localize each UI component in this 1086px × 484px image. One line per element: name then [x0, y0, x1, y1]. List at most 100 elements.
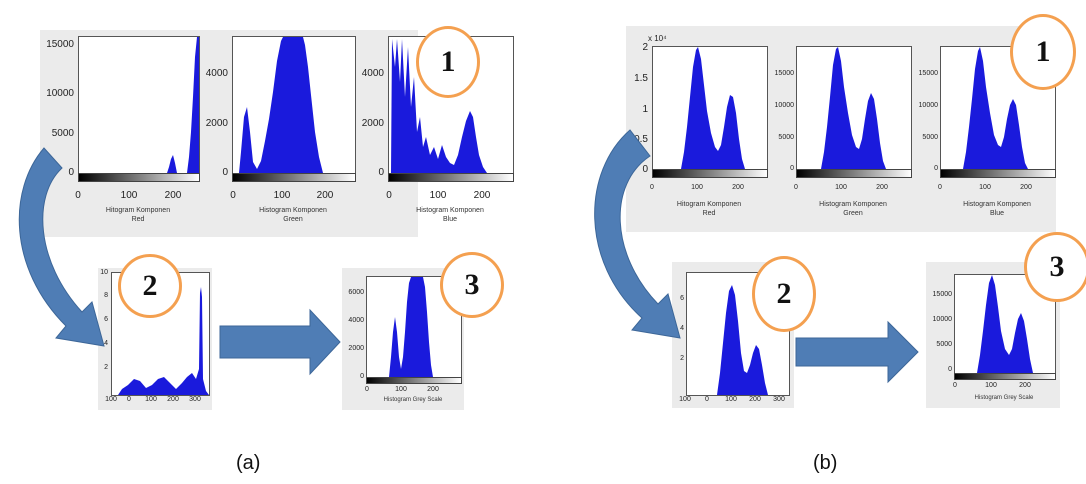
- fig-b-green-ytick: 5000: [778, 134, 794, 141]
- fig-a-step3-ytick: 4000: [348, 317, 364, 324]
- fig-a-red-caption-title: Hitogram Komponen: [105, 207, 171, 214]
- fig-a-step2-xtick: 100: [145, 396, 157, 403]
- fig-b-green-xtick: 0: [794, 184, 798, 191]
- fig-a-step2-ytick: 6: [104, 316, 108, 323]
- fig-b-step2-ytick: 2: [680, 355, 684, 362]
- fig-a-badge-2: 2: [118, 254, 182, 318]
- fig-b-green-bars: [821, 47, 886, 169]
- fig-b-blue-caption-channel: Blue: [989, 210, 1004, 217]
- fig-b-red-xtick: 0: [650, 184, 654, 191]
- fig-a-green-caption-channel: Green: [283, 216, 303, 223]
- fig-b-blue-ytick: 0: [934, 165, 938, 172]
- fig-a-badge-1: 1: [416, 26, 480, 98]
- fig-b-blue-caption: Histogram Komponen Blue: [940, 200, 1054, 218]
- fig-a-label: (a): [236, 452, 261, 474]
- fig-a-green-xtick: 0: [230, 190, 236, 201]
- fig-a-red-grey-bar: [78, 173, 200, 182]
- fig-b-red-histogram: [652, 46, 768, 170]
- fig-b-green-grey-bar: [796, 169, 912, 178]
- fig-b-step2-ytick: 6: [680, 295, 684, 302]
- fig-b-right-arrow: [795, 320, 919, 384]
- fig-b-blue-xtick: 0: [938, 184, 942, 191]
- fig-a-green-xtick: 100: [273, 190, 291, 201]
- fig-b-step3-ytick: 5000: [936, 341, 952, 348]
- fig-a-green-histogram: [232, 36, 356, 174]
- fig-a-blue-caption: Histogram Komponen Blue: [388, 206, 512, 224]
- fig-b-exponent: x 10⁴: [648, 34, 667, 43]
- fig-b-red-caption-title: Hitogram Komponen: [676, 201, 742, 208]
- fig-a-green-bars: [239, 37, 323, 173]
- fig-b-blue-histogram: [940, 46, 1056, 170]
- fig-b-step3-caption: Histogram Grey Scale: [974, 395, 1034, 401]
- fig-a-step3-ytick: 0: [360, 373, 364, 380]
- fig-a-step2-ytick: 10: [100, 269, 108, 276]
- fig-a-green-grey-bar: [232, 173, 356, 182]
- fig-b-blue-ytick: 5000: [922, 134, 938, 141]
- fig-b-red-grey-bar: [652, 169, 768, 178]
- fig-a-step2-ytick: 8: [104, 292, 108, 299]
- fig-b-step3-xtick: 100: [985, 382, 997, 389]
- fig-b-red-ytick: 1: [642, 104, 648, 115]
- fig-a-badge-3: 3: [440, 252, 504, 318]
- fig-b-green-caption: Histogram Komponen Green: [796, 200, 910, 218]
- fig-b-green-xtick: 100: [835, 184, 847, 191]
- fig-b-green-caption-title: Histogram Komponen: [819, 201, 887, 208]
- fig-a-step2-xtick: 200: [167, 396, 179, 403]
- fig-a-step3-ytick: 2000: [348, 345, 364, 352]
- fig-a-blue-caption-title: Histogram Komponen: [416, 207, 484, 214]
- fig-a-step2-ytick: 4: [104, 340, 108, 347]
- fig-b-badge-3: 3: [1024, 232, 1086, 302]
- fig-a-green-caption-title: Histogram Komponen: [259, 207, 327, 214]
- fig-b-badge-2: 2: [752, 256, 816, 332]
- fig-a-red-bars: [167, 37, 199, 173]
- fig-a-step3-xtick: 200: [427, 386, 439, 393]
- fig-b-blue-bars: [963, 47, 1028, 169]
- fig-b-green-ytick: 15000: [774, 70, 794, 77]
- fig-a-blue-xtick: 100: [429, 190, 447, 201]
- fig-a-step3-histogram: [366, 276, 462, 378]
- fig-b-green-ytick: 0: [790, 165, 794, 172]
- fig-b-label: (b): [813, 452, 838, 474]
- fig-a-blue-ytick: 2000: [361, 118, 384, 129]
- fig-a-green-xtick: 200: [316, 190, 334, 201]
- fig-a-red-ytick: 5000: [51, 128, 74, 139]
- fig-a-step2-xtick: 300: [189, 396, 201, 403]
- fig-b-red-caption: Hitogram Komponen Red: [652, 200, 766, 218]
- fig-b-red-ytick: 0: [642, 164, 648, 175]
- fig-a-right-arrow: [219, 308, 341, 376]
- fig-b-red-ytick: 1.5: [634, 73, 648, 84]
- fig-a-step3-bars: [389, 277, 433, 377]
- fig-a-red-caption: Hitogram Komponen Red: [78, 206, 198, 224]
- fig-a-blue-grey-bar: [388, 173, 514, 182]
- fig-a-blue-bars: [391, 39, 487, 173]
- fig-a-blue-xtick: 200: [473, 190, 491, 201]
- fig-b-step2-xtick: 200: [749, 396, 761, 403]
- fig-a-red-ytick: 15000: [46, 39, 74, 50]
- fig-a-green-caption: Histogram Komponen Green: [232, 206, 354, 224]
- fig-b-step2-xtick: 100: [679, 396, 691, 403]
- fig-b-blue-caption-title: Histogram Komponen: [963, 201, 1031, 208]
- fig-a-blue-caption-channel: Blue: [442, 216, 457, 223]
- fig-a-red-caption-channel: Red: [131, 216, 145, 223]
- fig-a-red-xtick: 0: [75, 190, 81, 201]
- fig-a-blue-ytick: 0: [378, 167, 384, 178]
- fig-b-red-ytick: 2: [642, 42, 648, 53]
- fig-b-step2-xtick: 100: [725, 396, 737, 403]
- fig-a-green-ytick: 0: [222, 167, 228, 178]
- fig-b-step2-histogram: [686, 272, 790, 396]
- fig-b-red-ytick: 0.5: [634, 134, 648, 145]
- fig-a-step3-caption: Histogram Grey Scale: [383, 397, 443, 403]
- fig-b-red-xtick: 100: [691, 184, 703, 191]
- fig-b-step3-ytick: 0: [948, 366, 952, 373]
- fig-b-step3-ytick: 15000: [932, 291, 952, 298]
- fig-a-green-ytick: 2000: [205, 118, 228, 129]
- fig-a-red-xtick: 100: [120, 190, 138, 201]
- fig-a-blue-ytick: 4000: [361, 68, 384, 79]
- fig-b-green-ytick: 10000: [774, 102, 794, 109]
- fig-b-step2-bars: [717, 285, 768, 395]
- fig-b-blue-xtick: 100: [979, 184, 991, 191]
- fig-b-step2-ytick: 4: [680, 325, 684, 332]
- fig-a-green-ytick: 4000: [205, 68, 228, 79]
- fig-b-red-xtick: 200: [732, 184, 744, 191]
- fig-a-step3-grey-bar: [366, 377, 462, 384]
